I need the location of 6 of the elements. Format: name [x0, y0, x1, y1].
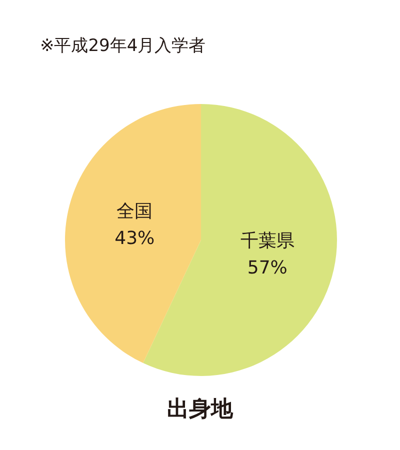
- text: ※平成29年4月入学者: [40, 35, 206, 57]
- slice-label: 全国: [116, 200, 153, 222]
- text: 出身地: [166, 396, 234, 424]
- slice-label: 千葉県: [240, 230, 294, 252]
- data-label: 57%: [247, 258, 288, 279]
- data-label: 43%: [114, 228, 155, 249]
